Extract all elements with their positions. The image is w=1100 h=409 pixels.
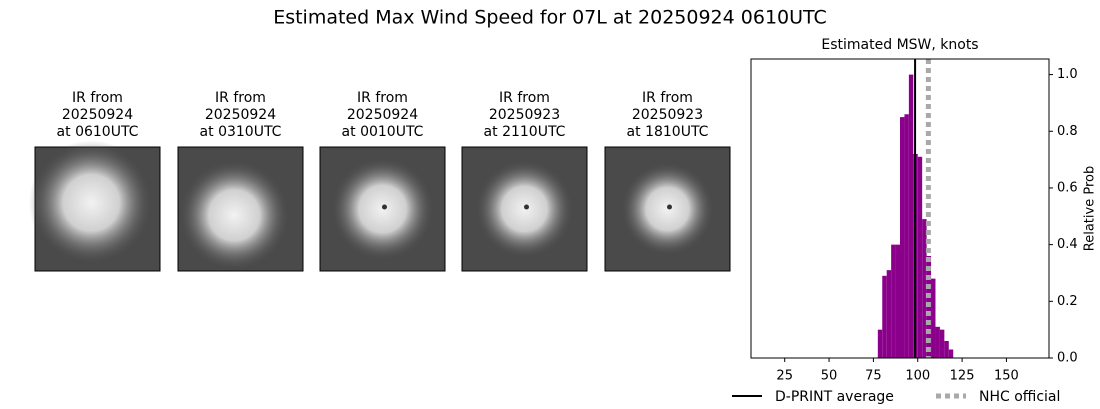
x-tick-label: 150 (994, 369, 1019, 384)
bar (931, 278, 936, 358)
bar (877, 329, 883, 358)
y-tick-label: 0.8 (1057, 124, 1078, 139)
bar (891, 244, 896, 358)
y-tick-label: 0.2 (1057, 294, 1078, 309)
storm-cloud (330, 156, 435, 262)
x-tick-label: 25 (776, 369, 793, 384)
panel-title: at 0610UTC (57, 124, 139, 140)
panel-title: 20250923 (632, 107, 703, 123)
storm-cloud (28, 140, 154, 266)
storm-cloud (178, 158, 291, 272)
panel-title: at 0310UTC (200, 124, 282, 140)
panel-title: 20250924 (62, 107, 133, 123)
legend-label: D-PRINT average (775, 389, 894, 405)
y-axis-label: Relative Prob (1083, 166, 1098, 251)
bar (917, 156, 923, 358)
panel-title: at 0010UTC (342, 124, 424, 140)
legend-label: NHC official (979, 389, 1060, 405)
storm-cloud (474, 159, 575, 259)
bar (944, 340, 949, 358)
panel-title: IR from (642, 90, 693, 106)
panel-title: IR from (72, 90, 123, 106)
y-tick-label: 1.0 (1057, 67, 1078, 82)
bar (908, 74, 914, 358)
x-tick-label: 100 (905, 369, 930, 384)
storm-cloud (620, 161, 715, 257)
bar (895, 244, 900, 358)
bar (948, 349, 954, 358)
panel-title: 20250924 (347, 107, 418, 123)
storm-eye (382, 204, 387, 210)
x-tick-label: 125 (950, 369, 975, 384)
y-tick-label: 0.4 (1057, 237, 1078, 252)
y-tick-label: 0.0 (1057, 351, 1078, 366)
chart-title: Estimated MSW, knots (821, 37, 978, 53)
bar (882, 275, 887, 358)
bar (886, 270, 892, 358)
panel-title: IR from (215, 90, 266, 106)
panel-title: IR from (357, 90, 408, 106)
bar (939, 329, 945, 358)
x-tick-label: 50 (821, 369, 838, 384)
bar (935, 326, 940, 358)
y-tick-label: 0.6 (1057, 180, 1078, 195)
x-tick-label: 75 (865, 369, 882, 384)
panel-title: 20250924 (205, 107, 276, 123)
figure-title: Estimated Max Wind Speed for 07L at 2025… (273, 7, 827, 29)
storm-eye (667, 204, 672, 210)
plot-frame (750, 58, 1050, 359)
panel-title: IR from (499, 90, 550, 106)
bar (904, 114, 909, 358)
panel-title: at 2110UTC (484, 124, 566, 140)
panel-title: at 1810UTC (627, 124, 709, 140)
storm-eye (524, 204, 529, 210)
bar (922, 219, 927, 358)
bar (900, 117, 905, 359)
panel-title: 20250923 (489, 107, 560, 123)
